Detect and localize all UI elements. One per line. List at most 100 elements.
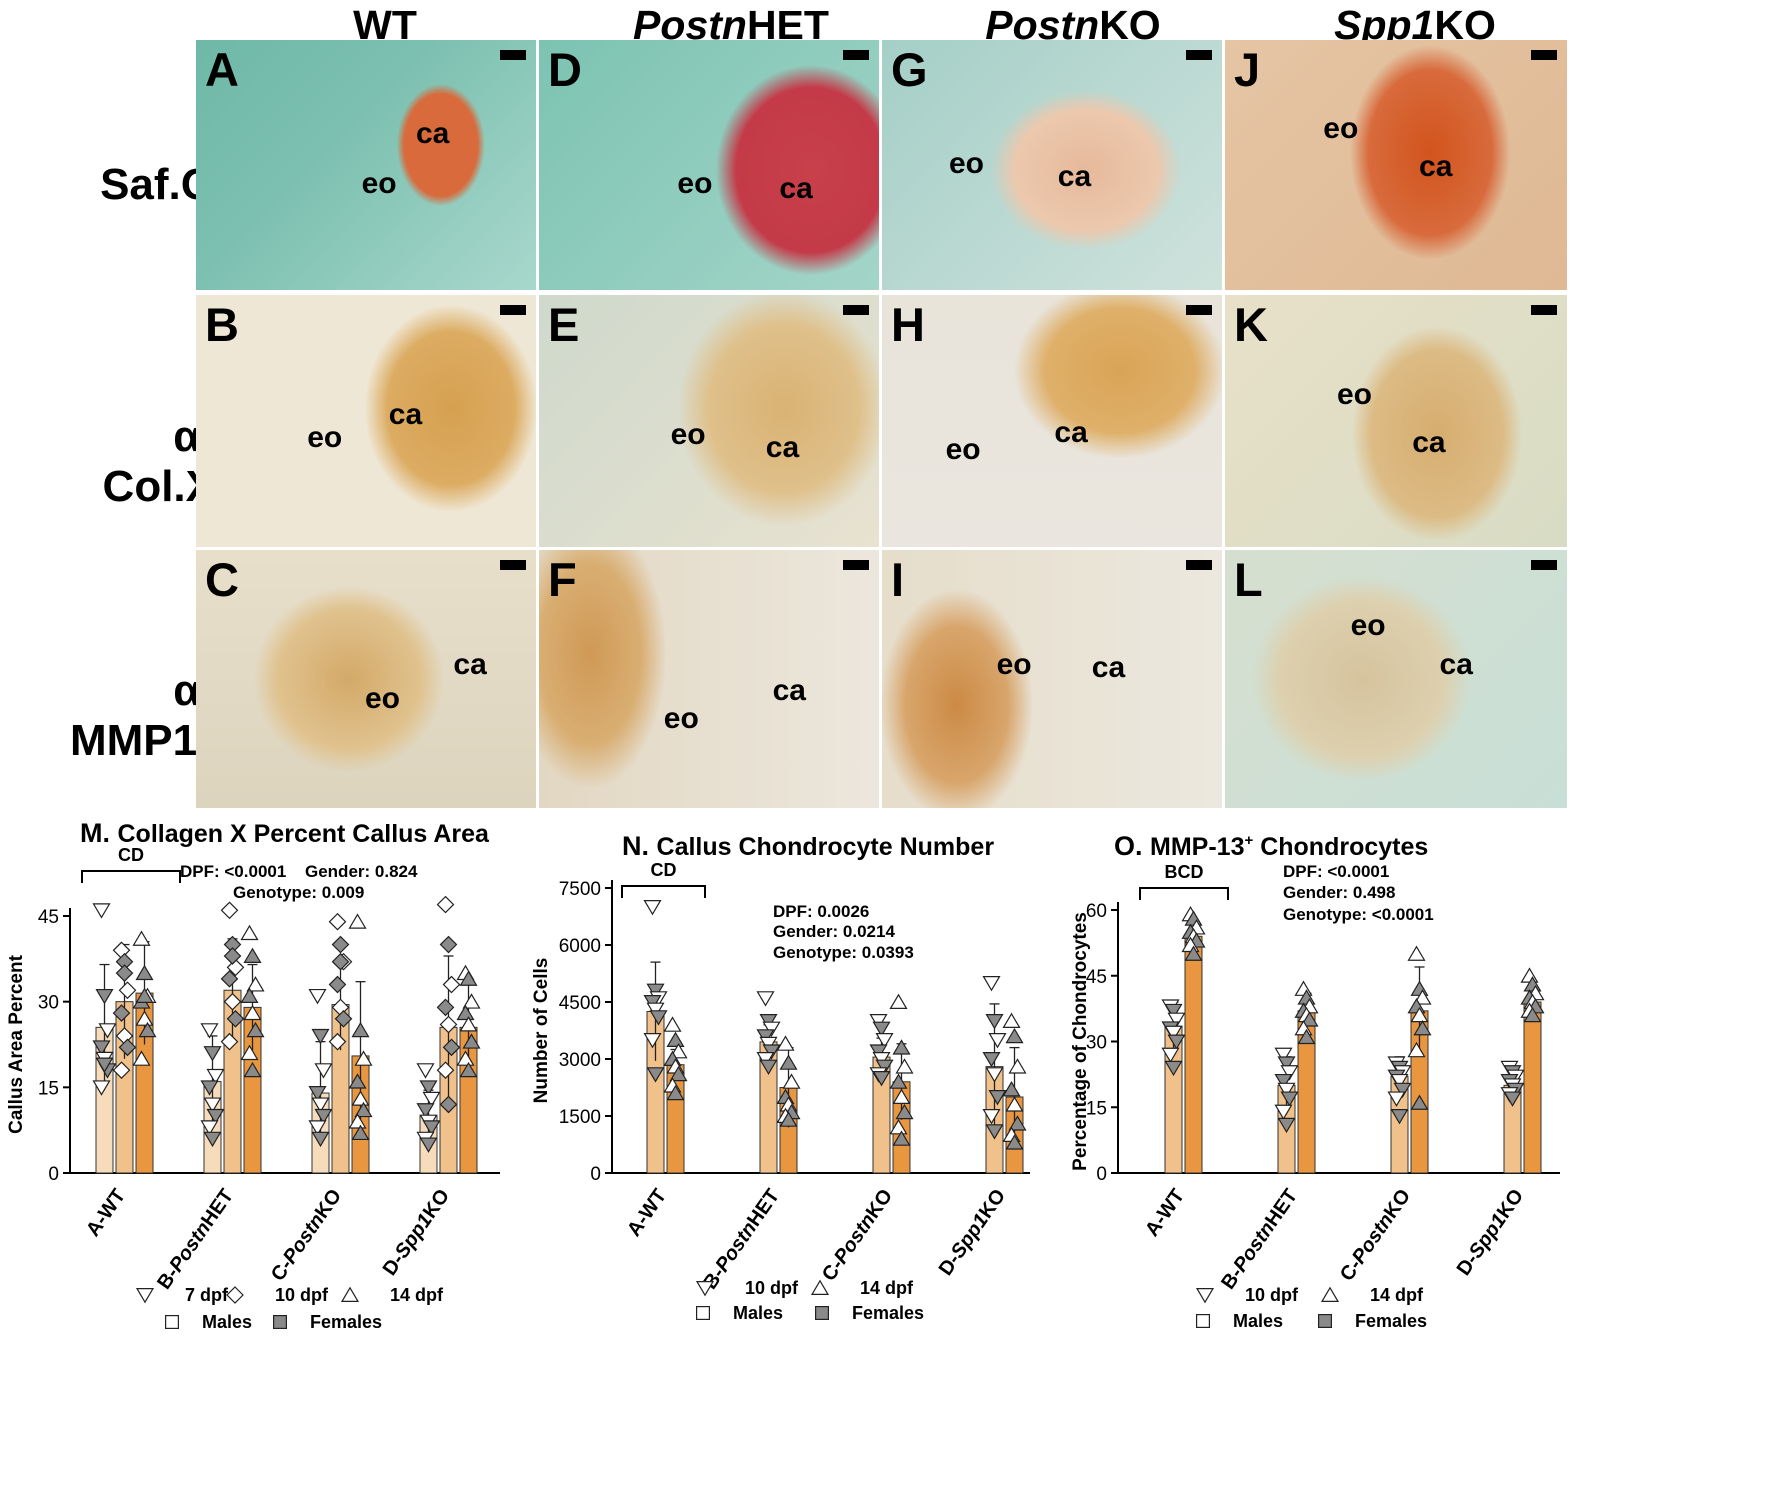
data-point	[895, 1058, 914, 1074]
data-point	[456, 1004, 475, 1021]
data-point	[419, 1137, 438, 1153]
region-label-ca: ca	[1412, 425, 1446, 459]
panel-letter: F	[548, 553, 577, 606]
data-point	[875, 1059, 894, 1075]
data-point	[246, 1021, 265, 1038]
data-point	[92, 1080, 111, 1096]
data-point	[462, 993, 481, 1009]
data-point	[646, 1067, 665, 1083]
chart-title: O. MMP-13+ Chondrocytes	[1114, 831, 1428, 861]
legend-label: 7 dpf	[185, 1285, 229, 1305]
legend-marker	[814, 1306, 829, 1321]
data-point	[311, 1097, 330, 1113]
legend-label: Females	[1355, 1311, 1427, 1331]
y-axis-label: Callus Area Percent	[6, 954, 27, 1133]
scale-bar	[500, 560, 526, 570]
legend-marker	[340, 1286, 360, 1302]
region-label-ca: ca	[1439, 648, 1473, 682]
data-point	[988, 1090, 1007, 1106]
x-tick-label: C-PostnKO	[267, 1185, 346, 1285]
data-point	[982, 1052, 1001, 1068]
data-point	[643, 899, 662, 916]
data-point	[331, 935, 350, 954]
x-tick-label: D-Spp1KO	[935, 1185, 1010, 1280]
chart-title: M. Collagen X Percent Callus Area	[80, 818, 490, 848]
legend-label: 10 dpf	[1245, 1285, 1299, 1305]
data-point	[1005, 1027, 1024, 1044]
region-label-eo: eo	[365, 681, 401, 715]
data-point	[95, 1057, 114, 1073]
data-point	[872, 1052, 891, 1068]
data-point	[456, 1050, 475, 1066]
data-point	[1280, 1091, 1299, 1107]
data-point	[200, 1023, 219, 1039]
legend-marker	[273, 1315, 288, 1330]
data-point	[223, 992, 242, 1011]
region-label-ca: ca	[765, 430, 800, 464]
data-point	[666, 1084, 685, 1101]
data-point	[220, 901, 239, 920]
data-point	[1005, 1096, 1024, 1112]
region-label-eo: eo	[307, 420, 343, 454]
data-point	[314, 1108, 333, 1125]
panel-letter: E	[548, 298, 580, 351]
data-point	[759, 1036, 778, 1053]
data-point	[1407, 1041, 1426, 1058]
data-point	[762, 1021, 781, 1037]
y-tick-label: 60	[1086, 901, 1107, 922]
data-point	[439, 935, 458, 954]
data-point	[314, 1063, 333, 1079]
x-tick-label: D-Spp1KO	[1453, 1185, 1528, 1280]
data-point	[240, 987, 259, 1003]
data-point	[1274, 1104, 1293, 1121]
panel-letter: C	[205, 553, 239, 606]
data-point	[1407, 945, 1426, 961]
data-point	[1297, 1028, 1316, 1045]
data-point	[203, 1046, 222, 1062]
data-point	[138, 1021, 157, 1038]
legend-marker	[1195, 1314, 1210, 1329]
data-point	[875, 1033, 894, 1049]
panel-letter: J	[1234, 43, 1261, 96]
data-point	[246, 976, 265, 992]
bracket-label: CD	[118, 845, 144, 865]
data-point	[1280, 1065, 1299, 1081]
legend-label: 14 dpf	[390, 1285, 444, 1305]
data-point	[223, 947, 242, 965]
data-point	[1300, 1011, 1319, 1027]
data-point	[756, 991, 775, 1007]
data-point	[351, 1021, 370, 1038]
x-tick-label: A-WT	[82, 1185, 130, 1240]
data-point	[416, 1103, 435, 1119]
region-label-eo: eo	[677, 167, 713, 200]
x-tick-label: B-PostnHET	[153, 1185, 238, 1293]
chart-n: N. Callus Chondrocyte Number 0 1500 3000 450…	[531, 831, 1030, 1323]
y-tick-label: 30	[38, 993, 59, 1014]
data-point	[779, 1054, 798, 1070]
legend-label: 10 dpf	[745, 1278, 799, 1298]
data-point	[328, 912, 347, 931]
data-point	[889, 993, 908, 1009]
bar	[1184, 935, 1203, 1174]
data-point	[112, 1061, 131, 1080]
data-point	[92, 1040, 111, 1056]
data-point	[311, 1131, 330, 1148]
region-label-eo: eo	[361, 167, 397, 200]
panel-letter: A	[205, 43, 239, 96]
scale-bar	[1531, 305, 1557, 315]
x-tick-label: D-Spp1KO	[379, 1185, 454, 1280]
y-tick-label: 0	[1096, 1164, 1107, 1185]
row-label-colx: α-Col.X	[102, 412, 215, 511]
data-point	[666, 1031, 685, 1047]
x-tick-label: A-WT	[623, 1185, 671, 1240]
legend-marker	[226, 1286, 244, 1304]
y-axis-label: Number of Cells	[531, 958, 552, 1104]
data-point	[1274, 1047, 1293, 1064]
data-point	[982, 1109, 1001, 1125]
stats-text: Genotype: 0.009	[233, 883, 364, 902]
bracket-label: CD	[651, 860, 677, 880]
